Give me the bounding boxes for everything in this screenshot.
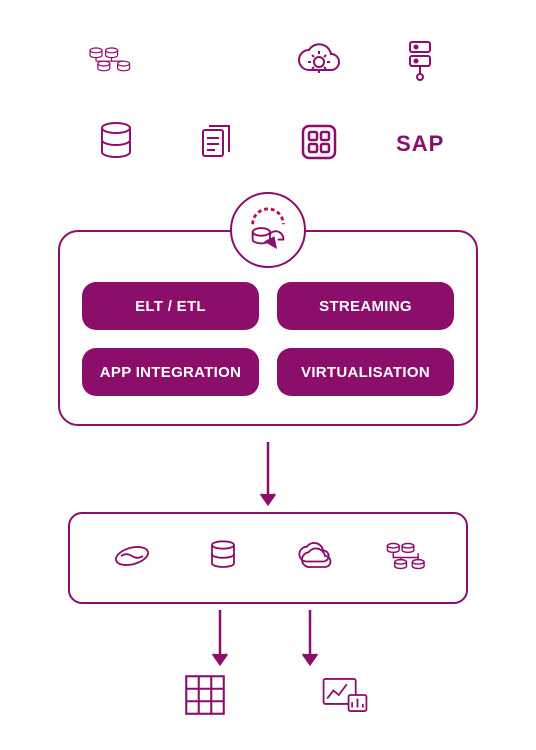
database-icon (201, 534, 245, 583)
diagram-canvas: SAP ELT / ETL STREAMING APP (0, 0, 536, 750)
pill-label: ELT / ETL (135, 298, 206, 315)
pill-label: STREAMING (319, 298, 412, 315)
grid-data-icon (180, 670, 230, 725)
pill-label: VIRTUALISATION (301, 364, 430, 381)
documents-icon (193, 118, 241, 171)
integration-section: ELT / ETL STREAMING APP INTEGRATION VIRT… (58, 230, 478, 426)
pill-elt-etl: ELT / ETL (82, 282, 259, 330)
database-icon (92, 118, 140, 171)
integration-gauge-icon (230, 192, 306, 268)
cloud-gear-icon (295, 36, 343, 89)
data-lake-icon (110, 534, 154, 583)
server-cluster-icon (84, 36, 132, 89)
dashboard-chart-icon (320, 670, 370, 725)
arrow-down-icon (300, 610, 320, 666)
arrow-down-icon (210, 610, 230, 666)
pill-streaming: STREAMING (277, 282, 454, 330)
pill-virtualisation: VIRTUALISATION (277, 348, 454, 396)
sap-label: SAP (396, 131, 444, 157)
pill-app-integration: APP INTEGRATION (82, 348, 259, 396)
sources-grid: SAP (78, 32, 458, 174)
pill-label: APP INTEGRATION (100, 364, 241, 381)
outputs-row (180, 670, 370, 725)
arrow-down-icon (258, 442, 278, 506)
server-cluster-icon (383, 534, 427, 583)
targets-box (68, 512, 468, 604)
server-rack-icon (396, 36, 444, 89)
cloud-stack-icon (292, 534, 336, 583)
apps-grid-icon (295, 118, 343, 171)
